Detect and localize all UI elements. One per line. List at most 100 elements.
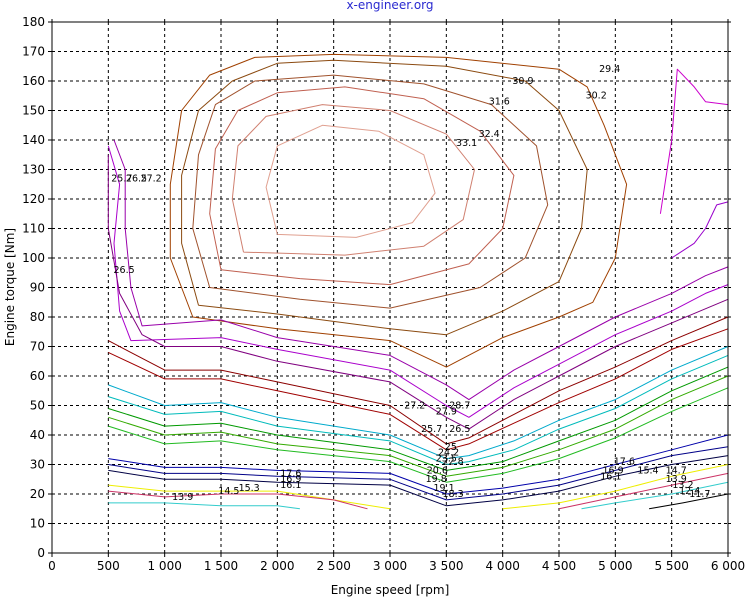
contour-line bbox=[108, 502, 300, 510]
contour-value-label: 17.6 bbox=[614, 457, 635, 468]
contour-line bbox=[209, 86, 515, 286]
contour-value-labels: 29.430.930.231.632.433.125.726.527.226.5… bbox=[111, 64, 710, 503]
contour-value-label: 26.5 bbox=[126, 173, 147, 184]
x-tick-label: 4 500 bbox=[542, 559, 576, 573]
contour-value-label: 25.7 bbox=[421, 424, 442, 435]
y-tick-label: 80 bbox=[30, 310, 45, 324]
contour-value-label: 25 bbox=[445, 442, 457, 453]
x-tick-label: 2 500 bbox=[316, 559, 350, 573]
contour-value-label: 24.2 bbox=[438, 448, 459, 459]
contour-line bbox=[671, 201, 729, 259]
contour-value-label: 17.6 bbox=[280, 468, 301, 479]
contour-value-label: 15.4 bbox=[637, 465, 658, 476]
contour-line bbox=[108, 346, 729, 460]
y-tick-label: 170 bbox=[22, 45, 45, 59]
contour-value-label: 16.9 bbox=[603, 465, 624, 476]
contour-value-label: 13.9 bbox=[172, 492, 193, 503]
x-tick-label: 3 500 bbox=[429, 559, 463, 573]
contour-value-label: 16.9 bbox=[280, 474, 301, 485]
y-tick-label: 60 bbox=[30, 369, 45, 383]
contour-line bbox=[649, 493, 729, 510]
contour-line bbox=[265, 124, 436, 238]
contour-line bbox=[558, 472, 729, 510]
contour-line bbox=[108, 387, 729, 483]
y-tick-label: 100 bbox=[22, 251, 45, 265]
y-tick-label: 90 bbox=[30, 281, 45, 295]
contour-value-label: 31.6 bbox=[489, 97, 510, 108]
x-tick-label: 3 000 bbox=[373, 559, 407, 573]
y-tick-label: 140 bbox=[22, 133, 45, 147]
x-tick-label: 500 bbox=[97, 559, 120, 573]
y-axis-label: Engine torque [Nm] bbox=[3, 228, 17, 346]
contour-value-label: 23.5 bbox=[436, 454, 457, 465]
contour-line bbox=[108, 490, 368, 510]
contour-line bbox=[107, 145, 729, 418]
chart-title: x-engineer.org bbox=[346, 0, 433, 12]
contour-line bbox=[108, 434, 729, 495]
x-tick-label: 0 bbox=[48, 559, 56, 573]
contour-line bbox=[181, 59, 588, 336]
contour-value-label: 13.2 bbox=[672, 480, 693, 491]
contour-value-label: 16.1 bbox=[280, 480, 301, 491]
contour-value-label: 27.9 bbox=[436, 406, 457, 417]
contour-line bbox=[113, 139, 729, 401]
contour-value-label: 26.5 bbox=[449, 424, 470, 435]
axis-ticks: 0 500 1 000 1 500 2 000 2 500 3 000 3 500 4 000 4… bbox=[22, 15, 745, 573]
contour-value-label: 30.2 bbox=[586, 91, 607, 102]
contour-line bbox=[108, 354, 729, 465]
contour-line bbox=[108, 366, 729, 471]
contour-line bbox=[231, 104, 475, 256]
y-tick-label: 180 bbox=[22, 15, 45, 29]
contour-value-label: 20.6 bbox=[427, 465, 448, 476]
contour-value-label: 19.8 bbox=[426, 474, 447, 485]
contour-value-label: 28.7 bbox=[449, 400, 470, 411]
contour-line bbox=[107, 154, 729, 430]
y-tick-label: 150 bbox=[22, 104, 45, 118]
x-tick-label: 1 500 bbox=[204, 559, 238, 573]
contour-line bbox=[502, 464, 729, 510]
contour-lines bbox=[107, 53, 729, 510]
y-tick-label: 0 bbox=[37, 546, 45, 560]
contour-line bbox=[108, 484, 391, 510]
x-tick-label: 5 000 bbox=[598, 559, 632, 573]
x-tick-label: 6 000 bbox=[711, 559, 745, 573]
contour-line bbox=[108, 316, 729, 445]
contour-value-label: 29.4 bbox=[599, 64, 620, 75]
y-tick-label: 120 bbox=[22, 192, 45, 206]
y-tick-label: 10 bbox=[30, 517, 45, 531]
x-tick-label: 1 000 bbox=[147, 559, 181, 573]
contour-value-label: 18.3 bbox=[443, 489, 464, 500]
contour-value-label: 12.4 bbox=[679, 486, 700, 497]
contour-value-label: 27.2 bbox=[141, 173, 162, 184]
x-tick-label: 4 000 bbox=[485, 559, 519, 573]
contour-line bbox=[659, 68, 729, 214]
y-tick-label: 70 bbox=[30, 340, 45, 354]
contour-line bbox=[108, 375, 729, 477]
contour-value-label: 32.4 bbox=[479, 129, 500, 140]
contour-line bbox=[169, 53, 628, 368]
contour-value-label: 26.5 bbox=[114, 265, 135, 276]
y-tick-label: 160 bbox=[22, 74, 45, 88]
contour-value-label: 14.7 bbox=[666, 465, 687, 476]
y-tick-label: 30 bbox=[30, 458, 45, 472]
x-axis-label: Engine speed [rpm] bbox=[331, 583, 450, 597]
y-tick-label: 50 bbox=[30, 399, 45, 413]
contour-value-label: 22.8 bbox=[443, 457, 464, 468]
x-tick-label: 2 000 bbox=[260, 559, 294, 573]
y-tick-label: 40 bbox=[30, 428, 45, 442]
contour-value-label: 33.1 bbox=[456, 138, 477, 149]
x-tick-label: 5 500 bbox=[654, 559, 688, 573]
contour-value-label: 16.1 bbox=[600, 471, 621, 482]
contour-line bbox=[192, 74, 549, 309]
contour-line bbox=[581, 481, 729, 510]
contour-value-label: 11.7 bbox=[689, 489, 710, 500]
y-tick-label: 130 bbox=[22, 163, 45, 177]
contour-value-label: 13.9 bbox=[666, 474, 687, 485]
y-tick-label: 110 bbox=[22, 222, 45, 236]
contour-value-label: 14.5 bbox=[218, 486, 239, 497]
contour-line bbox=[108, 455, 729, 507]
contour-value-label: 30.9 bbox=[512, 76, 533, 87]
contour-value-label: 15.3 bbox=[239, 483, 260, 494]
contour-line bbox=[108, 446, 729, 501]
contour-line bbox=[108, 328, 729, 451]
